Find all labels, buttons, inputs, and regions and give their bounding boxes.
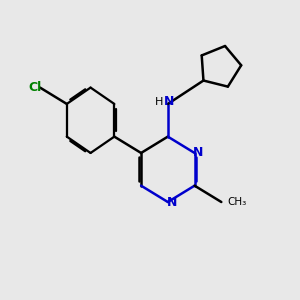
Text: N: N xyxy=(193,146,204,160)
Text: N: N xyxy=(164,95,175,108)
Text: Cl: Cl xyxy=(28,81,41,94)
Text: N: N xyxy=(167,196,177,208)
Text: CH₃: CH₃ xyxy=(228,197,247,207)
Text: H: H xyxy=(155,97,164,106)
